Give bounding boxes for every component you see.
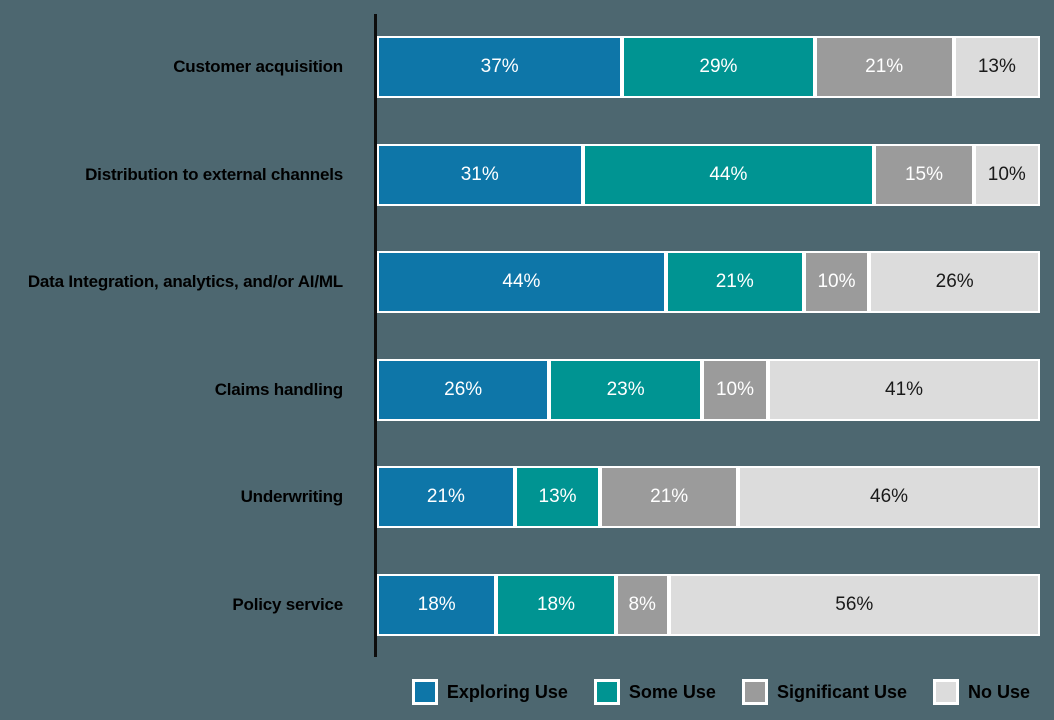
data-label: 13% xyxy=(977,56,1016,77)
bar-segment: 21% xyxy=(600,466,739,528)
bar-segment: 41% xyxy=(768,358,1040,421)
category-label: Customer acquisition xyxy=(173,57,343,76)
bar-segment: 10% xyxy=(803,251,870,313)
data-label: 44% xyxy=(709,163,748,185)
bar-segment: 18% xyxy=(377,573,497,636)
bar-segment: 26% xyxy=(869,251,1040,313)
bar-segment: 13% xyxy=(514,466,601,528)
legend-item: Some Use xyxy=(593,679,716,705)
legend: Exploring Use Some Use Significant Use No U… xyxy=(411,679,1030,705)
bar-segment: 29% xyxy=(622,36,815,98)
bar-segment: 23% xyxy=(549,358,702,421)
bar-segment: 26% xyxy=(377,358,550,421)
stacked-bar: 21% 13% 21% 46% xyxy=(377,466,1041,528)
legend-swatch-icon xyxy=(593,679,620,705)
bar-segment: 31% xyxy=(377,143,583,206)
data-label: 21% xyxy=(650,486,689,507)
legend-swatch-icon xyxy=(741,679,768,705)
data-label: 21% xyxy=(865,56,904,77)
legend-item: Significant Use xyxy=(741,679,907,705)
stacked-bar: 31% 44% 15% 10% xyxy=(377,143,1040,206)
legend-item: No Use xyxy=(932,679,1030,705)
category-label: Claims handling xyxy=(214,379,343,399)
bar-row: Underwriting 21% 13% 21% 46% xyxy=(0,466,1054,528)
data-label: 41% xyxy=(885,378,924,400)
bar-row: Customer acquisition 37% 29% 21% 13% xyxy=(0,36,1054,98)
legend-label: Exploring Use xyxy=(446,681,568,702)
bar-segment: 44% xyxy=(377,251,666,313)
data-label: 26% xyxy=(444,378,483,400)
stacked-bar: 44% 21% 10% 26% xyxy=(377,251,1040,313)
bar-segment: 44% xyxy=(582,143,875,206)
bar-row: Policy service 18% 18% 8% 56% xyxy=(0,573,1054,636)
category-label: Underwriting xyxy=(240,487,344,506)
data-label: 26% xyxy=(935,271,974,292)
bar-segment: 15% xyxy=(874,143,974,206)
data-label: 13% xyxy=(538,486,577,507)
bar-row: Data Integration, analytics, and/or AI/M… xyxy=(0,251,1054,313)
category-label: Distribution to external channels xyxy=(85,164,343,184)
data-label: 44% xyxy=(502,271,541,292)
stacked-bar: 26% 23% 10% 41% xyxy=(377,358,1040,421)
bar-segment: 10% xyxy=(701,358,769,421)
bar-row: Claims handling 26% 23% 10% 41% xyxy=(0,358,1054,421)
data-label: 21% xyxy=(426,486,465,507)
category-label: Data Integration, analytics, and/or AI/M… xyxy=(27,272,343,291)
bar-segment: 21% xyxy=(665,251,804,313)
bar-segment: 21% xyxy=(377,466,515,528)
data-label: 56% xyxy=(835,593,874,615)
data-label: 18% xyxy=(536,593,575,615)
stacked-bar: 37% 29% 21% 13% xyxy=(377,36,1040,98)
data-label: 23% xyxy=(606,378,645,400)
data-label: 29% xyxy=(699,56,738,77)
bar-segment: 10% xyxy=(973,143,1040,206)
legend-label: Significant Use xyxy=(776,681,907,702)
data-label: 31% xyxy=(460,163,499,185)
bar-segment: 37% xyxy=(377,36,623,98)
bar-segment: 56% xyxy=(668,573,1040,636)
bar-segment: 18% xyxy=(496,573,616,636)
data-label: 18% xyxy=(417,593,456,615)
data-label: 37% xyxy=(480,56,519,77)
bar-segment: 13% xyxy=(953,36,1040,98)
data-label: 46% xyxy=(870,486,909,507)
data-label: 21% xyxy=(715,271,754,292)
data-label: 15% xyxy=(904,163,943,185)
data-label: 10% xyxy=(987,163,1026,185)
bar-segment: 8% xyxy=(615,573,669,636)
legend-item: Exploring Use xyxy=(411,679,568,705)
y-axis-line xyxy=(374,14,377,657)
bar-segment: 46% xyxy=(738,466,1041,528)
stacked-bar: 18% 18% 8% 56% xyxy=(377,573,1040,636)
legend-label: Some Use xyxy=(628,681,716,702)
data-label: 10% xyxy=(817,271,856,292)
category-label: Policy service xyxy=(232,594,343,614)
data-label: 8% xyxy=(628,593,656,615)
legend-swatch-icon xyxy=(411,679,438,705)
bar-row: Distribution to external channels 31% 44% 1… xyxy=(0,143,1054,206)
data-label: 10% xyxy=(715,378,755,400)
bar-segment: 21% xyxy=(814,36,954,98)
legend-swatch-icon xyxy=(932,679,959,705)
legend-label: No Use xyxy=(967,681,1030,702)
